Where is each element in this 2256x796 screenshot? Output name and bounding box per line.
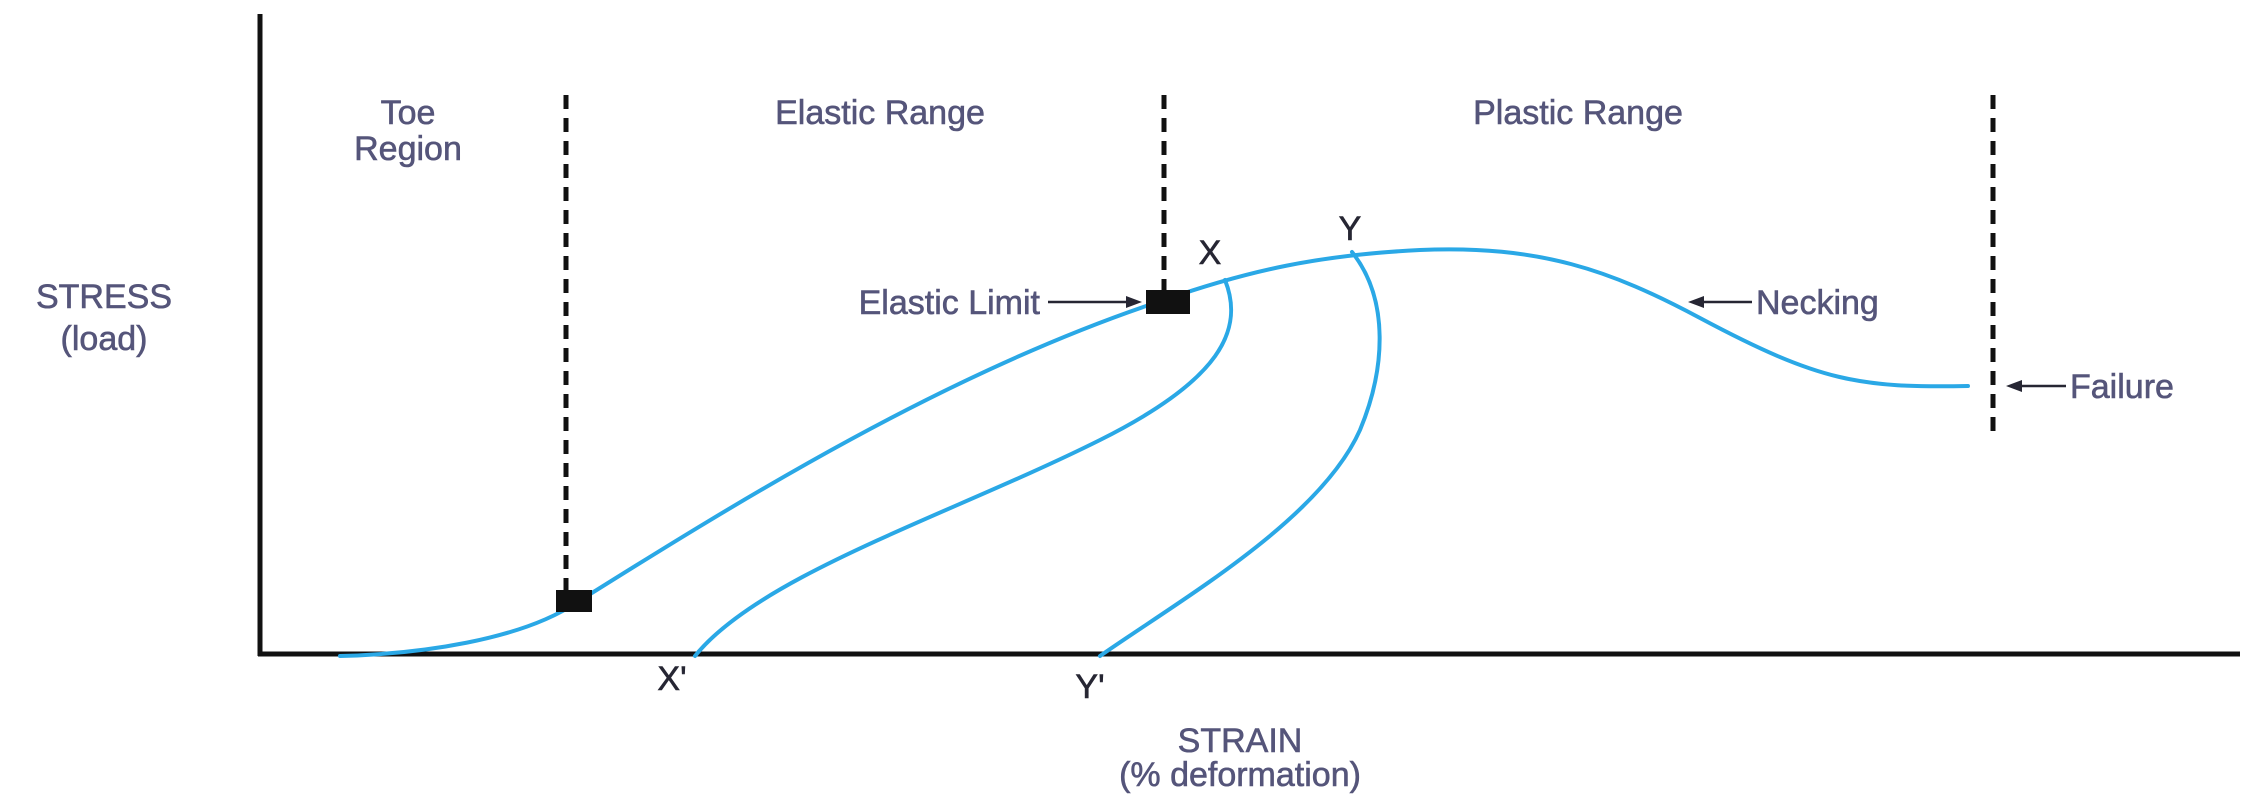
x-axis-subtitle: (% deformation) [1119,756,1361,794]
point-x-label: X [1199,234,1222,272]
elastic-limit-label: Elastic Limit [859,284,1041,322]
elastic-limit-arrowhead [1126,296,1142,308]
point-x-prime-label: X' [657,660,686,698]
toe-region-label-line2: Region [354,130,462,168]
elastic-limit-marker [1146,290,1190,314]
unloading-curve-x [693,278,1234,658]
toe-region-label-line1: Toe [381,94,436,132]
necking-arrowhead [1688,296,1704,308]
failure-label: Failure [2070,368,2174,406]
unloading-curve-y [1098,250,1382,658]
point-y-prime-label: Y' [1075,668,1104,706]
plastic-range-label: Plastic Range [1473,94,1683,132]
elastic-range-label: Elastic Range [775,94,985,132]
y-axis-title: STRESS [36,278,172,316]
y-axis-subtitle: (load) [61,320,148,358]
necking-label: Necking [1756,284,1879,322]
point-y-label: Y [1339,210,1362,248]
failure-arrowhead [2006,380,2022,392]
x-axis-title: STRAIN [1178,722,1303,760]
toe-end-marker [556,590,592,612]
